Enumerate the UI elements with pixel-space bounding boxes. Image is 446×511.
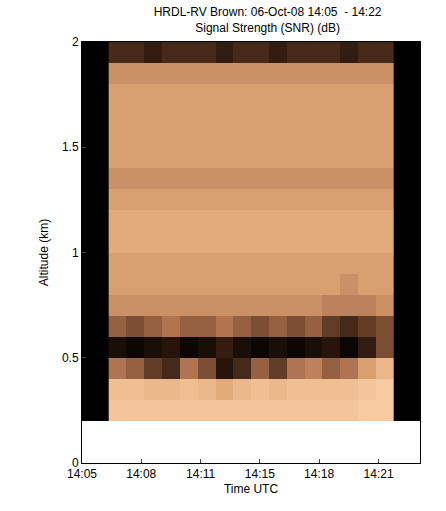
svg-text:1.5: 1.5 <box>62 140 79 154</box>
svg-text:14:15: 14:15 <box>245 467 275 481</box>
svg-text:0.5: 0.5 <box>62 351 79 365</box>
svg-text:Altitude (km): Altitude (km) <box>37 219 51 286</box>
svg-text:0: 0 <box>72 456 79 470</box>
svg-text:14:05: 14:05 <box>67 467 97 481</box>
svg-text:14:11: 14:11 <box>186 467 215 481</box>
svg-text:HRDL-RV Brown: 06-Oct-08 14:05: HRDL-RV Brown: 06-Oct-08 14:05 - 14:22Si… <box>154 5 382 35</box>
svg-text:2: 2 <box>72 35 79 49</box>
svg-text:14:18: 14:18 <box>304 467 334 481</box>
svg-text:14:08: 14:08 <box>126 467 156 481</box>
svg-text:1: 1 <box>72 246 79 260</box>
svg-text:Time UTC: Time UTC <box>224 482 279 496</box>
svg-text:14:21: 14:21 <box>364 467 394 481</box>
